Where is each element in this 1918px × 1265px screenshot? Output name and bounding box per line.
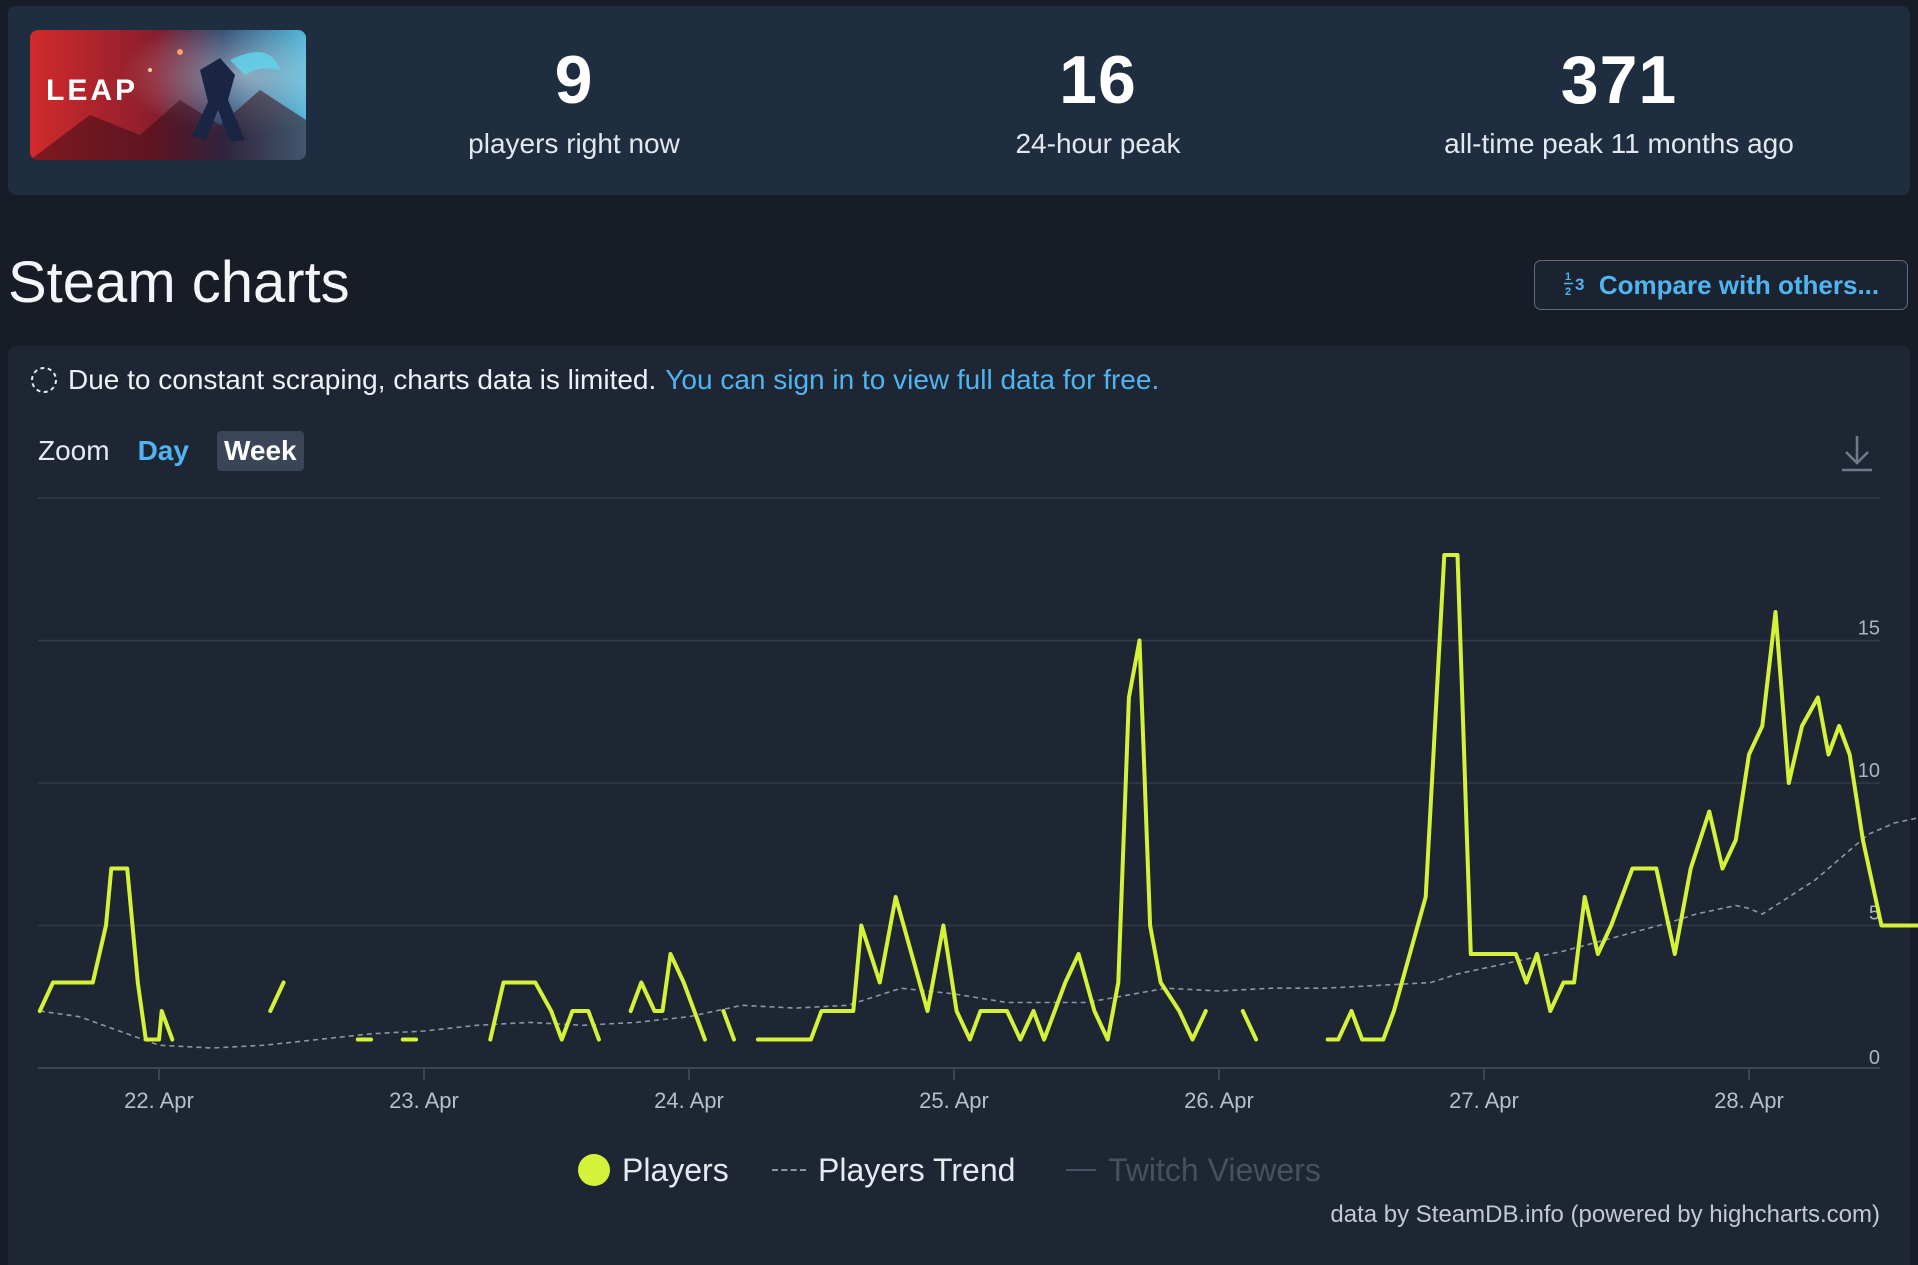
stat-current-players: 9 players right now — [344, 38, 804, 164]
legend-twitch-viewers[interactable]: Twitch Viewers — [1066, 1148, 1321, 1192]
legend-players[interactable]: Players — [578, 1148, 729, 1192]
game-logo-text: LEAP — [46, 74, 138, 107]
page-title: Steam charts — [8, 250, 350, 315]
players-marker-icon — [578, 1154, 610, 1186]
chart-credits[interactable]: data by SteamDB.info (powered by highcha… — [1330, 1201, 1880, 1228]
players-line-segment — [37, 866, 175, 1042]
players-line-segment — [628, 952, 707, 1042]
zoom-day-button[interactable]: Day — [137, 435, 189, 466]
legend-trend-label: Players Trend — [818, 1151, 1016, 1188]
sign-in-link[interactable]: You can sign in to view full data for fr… — [665, 364, 1160, 395]
compare-button[interactable]: 1 2 3 Compare with others... — [1534, 260, 1908, 310]
svg-text:3: 3 — [1575, 275, 1584, 294]
stat-24h-value: 16 — [1059, 42, 1137, 118]
players-line-segment — [268, 980, 286, 1013]
x-tick-label: 27. Apr — [1449, 1088, 1519, 1113]
legend-twitch-label: Twitch Viewers — [1108, 1151, 1321, 1188]
chart-legend: Players Players Trend Twitch Viewers — [0, 1148, 1918, 1192]
players-line-segment — [1325, 553, 1918, 1042]
scraping-notice: Due to constant scraping, charts data is… — [30, 360, 1159, 400]
y-tick-label: 15 — [1858, 618, 1880, 640]
stat-current-value: 9 — [554, 42, 594, 118]
players-line-segment — [755, 638, 1208, 1042]
ranking-icon: 1 2 3 — [1563, 269, 1589, 302]
stat-24h-label: 24-hour peak — [1015, 128, 1181, 159]
x-tick-label: 22. Apr — [124, 1088, 194, 1113]
zoom-week-button[interactable]: Week — [216, 431, 304, 471]
game-thumbnail[interactable]: LEAP — [30, 30, 306, 160]
legend-players-trend[interactable]: Players Trend — [772, 1148, 1015, 1192]
zoom-label: Zoom — [38, 435, 110, 466]
solid-line-icon — [1066, 1169, 1096, 1171]
y-tick-label: 5 — [1869, 903, 1880, 925]
x-tick-label: 24. Apr — [654, 1088, 724, 1113]
compare-button-label: Compare with others... — [1598, 269, 1880, 300]
stat-current-label: players right now — [468, 128, 680, 159]
notice-text: Due to constant scraping, charts data is… — [68, 364, 657, 395]
dashed-line-icon — [772, 1169, 806, 1171]
x-tick-label: 28. Apr — [1714, 1088, 1784, 1113]
zoom-controls: Zoom Day Week — [38, 428, 304, 474]
x-tick-label: 23. Apr — [389, 1088, 459, 1113]
y-tick-label: 10 — [1858, 760, 1880, 782]
stat-all-time-label: all-time peak 11 months ago — [1444, 128, 1794, 159]
players-line-segment — [1240, 1009, 1259, 1042]
x-tick-label: 26. Apr — [1184, 1088, 1254, 1113]
download-icon[interactable] — [1840, 434, 1874, 474]
x-tick-label: 25. Apr — [919, 1088, 989, 1113]
y-tick-label: 0 — [1869, 1047, 1880, 1069]
svg-text:1: 1 — [1565, 271, 1571, 283]
players-line-segment — [488, 980, 601, 1042]
chart-panel — [8, 346, 1910, 1265]
svg-text:2: 2 — [1565, 286, 1571, 298]
loading-spinner-icon — [31, 367, 57, 393]
stat-24h-peak: 16 24-hour peak — [868, 38, 1328, 164]
legend-players-label: Players — [622, 1151, 729, 1188]
stat-all-time-peak: 371 all-time peak 11 months ago — [1389, 38, 1849, 164]
players-line-segment — [721, 1009, 736, 1042]
players-trend-line — [39, 817, 1918, 1049]
stats-bar — [8, 6, 1910, 195]
stat-all-time-value: 371 — [1560, 42, 1678, 118]
